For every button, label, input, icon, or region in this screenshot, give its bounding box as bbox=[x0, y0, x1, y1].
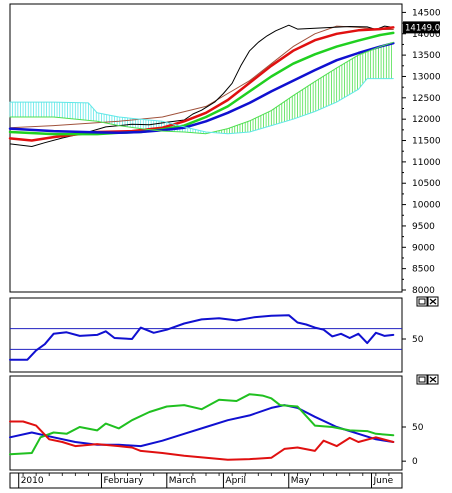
x-tick-label: June bbox=[373, 476, 394, 486]
y-tick-label: 13000 bbox=[412, 72, 441, 82]
y-tick-label: 9000 bbox=[412, 243, 435, 253]
panel-minimize-button[interactable] bbox=[416, 374, 428, 385]
y-tick-label: 9500 bbox=[412, 222, 435, 232]
y-tick-label: 13500 bbox=[412, 51, 441, 61]
plot-frame bbox=[9, 375, 403, 471]
y-tick-label: 8000 bbox=[412, 286, 435, 296]
panel-close-button[interactable] bbox=[427, 374, 439, 385]
series-line-cloud_span_b bbox=[9, 78, 394, 135]
x-tick-label: February bbox=[103, 476, 144, 486]
series-line-osc bbox=[9, 314, 395, 361]
price-panel: 14500 14000 13500 13000 12500 12000 11500 11000… bbox=[8, 3, 446, 296]
series-line-blue bbox=[9, 404, 395, 448]
y-tick-label: 50 bbox=[412, 335, 424, 345]
oscillator-panel-1: 50 bbox=[9, 296, 439, 373]
y-tick-label: 50 bbox=[412, 423, 424, 433]
y-tick-label: 12500 bbox=[412, 94, 441, 104]
panel-minimize-button[interactable] bbox=[416, 296, 428, 307]
series-line-chikou bbox=[9, 25, 394, 129]
y-tick-label: 10000 bbox=[412, 201, 441, 211]
last-price-label: 14149.00 bbox=[405, 23, 446, 33]
y-tick-label: 14500 bbox=[412, 8, 441, 18]
y-tick-label: 11500 bbox=[412, 137, 441, 147]
oscillator-panel-2: 50 0 bbox=[9, 374, 439, 471]
panel-close-button[interactable] bbox=[427, 296, 439, 307]
series-line-green bbox=[9, 393, 395, 456]
x-tick-label: March bbox=[169, 476, 196, 486]
y-tick-label: 12000 bbox=[412, 115, 441, 125]
y-tick-label: 10500 bbox=[412, 179, 441, 189]
plot-frame bbox=[9, 3, 403, 293]
y-tick-label: 14000 bbox=[412, 30, 441, 40]
ichimoku-cloud bbox=[9, 42, 392, 134]
y-tick-label: 0 bbox=[412, 457, 418, 467]
x-tick-label: 2010 bbox=[21, 476, 44, 486]
y-tick-label: 8500 bbox=[412, 265, 435, 275]
series-line-red bbox=[9, 420, 395, 461]
x-tick-label: April bbox=[225, 476, 246, 486]
series-line-blue_ma bbox=[8, 41, 395, 135]
x-tick-label: May bbox=[291, 476, 310, 486]
last-price-tag bbox=[403, 21, 440, 34]
series-line-price bbox=[9, 24, 394, 147]
x-axis: 2010 February March April May June bbox=[9, 472, 403, 489]
y-tick-label: 11000 bbox=[412, 158, 441, 168]
series-line-cloud_span_a bbox=[9, 41, 394, 135]
